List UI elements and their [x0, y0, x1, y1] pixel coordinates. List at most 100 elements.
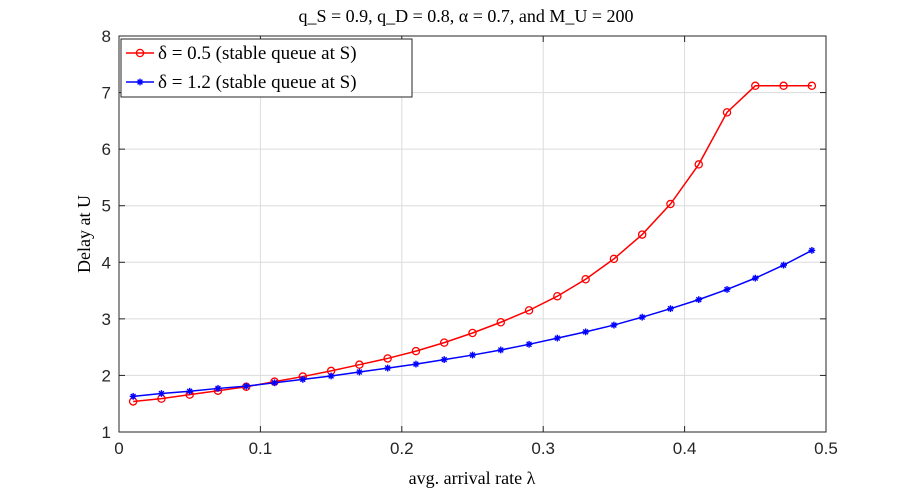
data-point-star [129, 392, 137, 400]
data-point-circle [524, 306, 534, 315]
plot-box [118, 35, 827, 433]
y-tick-label: 2 [102, 366, 111, 385]
star-stroke [186, 388, 193, 395]
x-tick-label: 0.4 [673, 439, 697, 458]
star-stroke [639, 314, 646, 321]
star-stroke [497, 347, 504, 353]
data-point-star [808, 247, 816, 254]
data-point-star [751, 274, 759, 282]
data-point-star [667, 305, 674, 313]
data-point-circle [553, 291, 562, 301]
data-point-circle [807, 81, 817, 91]
star-stroke [137, 79, 143, 85]
legend-marker-circle [135, 48, 145, 58]
y-tick-label: 1 [102, 423, 111, 442]
data-point-circle [609, 254, 619, 264]
data-point-circle [355, 360, 364, 369]
data-point-star [412, 360, 420, 368]
data-point-circle [383, 354, 392, 363]
legend-star-shape [136, 78, 144, 86]
legend-box [120, 38, 413, 98]
data-point-star [242, 382, 250, 390]
x-tick-label: 0.3 [531, 439, 555, 458]
y-tick-label: 6 [102, 140, 111, 159]
data-point-circle [411, 346, 421, 356]
star-stroke [780, 262, 787, 269]
legend-marker-star [136, 78, 144, 86]
data-point-star [186, 387, 194, 395]
star-stroke [469, 352, 476, 358]
data-point-star [638, 313, 646, 321]
y-tick-label: 8 [102, 27, 111, 46]
chart-title: q_S = 0.9, q_D = 0.8, α = 0.7, and M_U =… [298, 6, 633, 26]
data-point-star [582, 328, 590, 336]
series-group [128, 81, 817, 406]
legend-entry-delta-0-5: δ = 0.5 (stable queue at S) [126, 43, 357, 64]
star-stroke [299, 376, 306, 383]
data-point-star [271, 379, 278, 387]
data-point-circle [637, 230, 647, 239]
star-stroke [384, 365, 391, 371]
series-2 [129, 247, 816, 400]
star-stroke [356, 369, 363, 375]
legend-entry-delta-1-2: δ = 1.2 (stable queue at S) [126, 72, 357, 93]
data-point-star [440, 356, 448, 363]
data-point-circle [439, 338, 449, 347]
y-tick-label: 3 [102, 310, 111, 329]
star-stroke [808, 247, 815, 254]
x-tick-label: 0 [114, 439, 123, 458]
star-stroke [695, 296, 702, 303]
star-stroke [611, 322, 617, 328]
data-point-circle [694, 160, 703, 169]
star-stroke [667, 305, 674, 312]
star-stroke [328, 373, 334, 379]
data-point-star [610, 321, 618, 329]
star-stroke [582, 328, 589, 335]
star-stroke [130, 393, 137, 400]
data-point-star [158, 390, 165, 397]
data-point-star [384, 364, 392, 372]
grid-lines [119, 36, 826, 432]
series-line-2 [133, 249, 813, 398]
x-tick-label: 0.1 [249, 439, 273, 458]
data-point-circle [666, 199, 675, 209]
y-axis-label: Delay at U [74, 195, 94, 273]
data-point-star [695, 296, 703, 304]
star-stroke [441, 356, 448, 363]
data-point-circle [779, 81, 788, 91]
data-point-star [723, 286, 731, 293]
data-point-star [780, 261, 787, 269]
data-point-circle [496, 318, 506, 327]
data-point-star [299, 375, 307, 383]
y-tick-label: 5 [102, 197, 111, 216]
data-point-star [497, 346, 505, 354]
x-tick-label: 0.2 [390, 439, 414, 458]
x-tick-label: 0.5 [814, 439, 838, 458]
data-point-star [553, 334, 561, 342]
y-tick-label: 7 [102, 84, 111, 103]
legend-label-delta-0-5: δ = 0.5 (stable queue at S) [158, 43, 357, 64]
legend: δ = 0.5 (stable queue at S) δ = 1.2 (sta… [120, 38, 413, 98]
star-stroke [413, 361, 419, 368]
data-point-star [355, 368, 363, 376]
star-stroke [554, 335, 561, 341]
data-point-circle [581, 275, 590, 284]
data-point-circle [468, 328, 477, 338]
y-tick-label: 4 [102, 253, 111, 272]
star-stroke [243, 383, 250, 390]
star-stroke [215, 385, 221, 392]
star-stroke [752, 275, 759, 282]
star-stroke [271, 379, 278, 386]
axis-ticks: 0 0.1 0.2 0.3 0.4 0.5 1 2 3 4 5 6 7 8 [102, 27, 838, 458]
star-stroke [158, 390, 165, 397]
data-point-circle [722, 108, 732, 117]
x-axis-label: avg. arrival rate λ [409, 468, 536, 488]
legend-label-delta-1-2: δ = 1.2 (stable queue at S) [158, 72, 357, 93]
star-stroke [724, 286, 730, 293]
star-stroke [526, 341, 532, 348]
data-point-star [525, 340, 533, 348]
data-point-star [327, 372, 335, 380]
data-point-circle [751, 81, 760, 91]
data-point-star [469, 351, 476, 359]
